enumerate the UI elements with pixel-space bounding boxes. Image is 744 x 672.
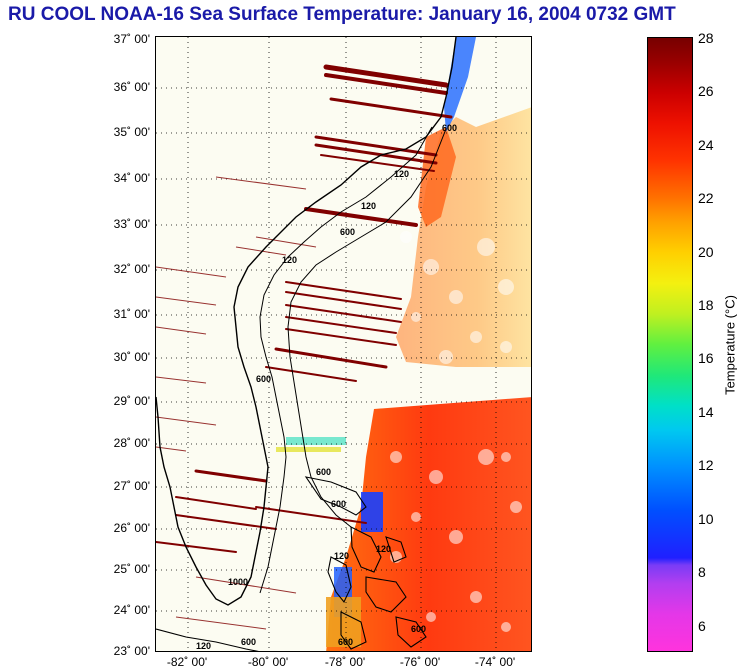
colorbar-tick-14: 14 xyxy=(698,404,714,420)
lon-label-76: -76˚ 00' xyxy=(399,655,441,669)
colorbar-tick-10: 10 xyxy=(698,511,714,527)
sst-map: 120 120 600 120 600 600 600 120 1000 120… xyxy=(155,36,532,652)
isobath-label: 120 xyxy=(361,201,376,211)
isobath-label: 600 xyxy=(340,227,355,237)
lat-label-24: 24˚ 00' xyxy=(113,603,150,617)
lat-label-37: 37˚ 00' xyxy=(113,32,150,46)
gulf-stream-band xyxy=(418,127,456,227)
isobath-label: 600 xyxy=(241,637,256,647)
isobath-label: 600 xyxy=(411,624,426,634)
straits-teal xyxy=(286,437,346,445)
isobath-label: 600 xyxy=(316,467,331,477)
isobath-label: 600 xyxy=(338,637,353,647)
isobath-label: 120 xyxy=(334,551,349,561)
isobath-label: 600 xyxy=(442,123,457,133)
straits-yellow xyxy=(276,447,341,452)
lon-label-82: -82˚ 00' xyxy=(166,655,208,669)
colorbar-tick-6: 6 xyxy=(698,618,706,634)
bahamas-cold-patch-1 xyxy=(361,492,383,532)
lat-label-25: 25˚ 00' xyxy=(113,562,150,576)
colorbar-label: Temperature (°C) xyxy=(722,295,738,395)
lon-label-74: -74˚ 00' xyxy=(474,655,516,669)
cold-coastal-strip xyxy=(444,37,476,132)
lat-label-32: 32˚ 00' xyxy=(113,262,150,276)
swath-north xyxy=(396,107,531,367)
lat-label-30: 30˚ 00' xyxy=(113,350,150,364)
scan-stripes xyxy=(156,64,453,553)
isobath-label: 120 xyxy=(394,169,409,179)
lat-label-34: 34˚ 00' xyxy=(113,171,150,185)
bahamas-islands xyxy=(304,476,427,650)
cloud-speckle xyxy=(390,231,522,632)
colorbar-tick-22: 22 xyxy=(698,190,714,206)
isobath-label: 600 xyxy=(256,374,271,384)
lat-label-27: 27˚ 00' xyxy=(113,479,150,493)
lat-label-23: 23˚ 00' xyxy=(113,644,150,658)
lon-label-78: -78˚ 00' xyxy=(324,655,366,669)
coastline xyxy=(156,37,457,606)
isobath-label: 1000 xyxy=(228,577,248,587)
colorbar-tick-12: 12 xyxy=(698,457,714,473)
isobath-label: 600 xyxy=(331,499,346,509)
isobath-label: 120 xyxy=(376,544,391,554)
lat-label-35: 35˚ 00' xyxy=(113,125,150,139)
colorbar-tick-20: 20 xyxy=(698,244,714,260)
cuba-coast xyxy=(156,628,259,651)
lat-label-26: 26˚ 00' xyxy=(113,521,150,535)
colorbar-tick-18: 18 xyxy=(698,297,714,313)
colorbar-tick-16: 16 xyxy=(698,350,714,366)
isobath-label: 120 xyxy=(282,255,297,265)
isobath-600 xyxy=(287,128,447,528)
lat-label-36: 36˚ 00' xyxy=(113,80,150,94)
colorbar-tick-8: 8 xyxy=(698,564,706,580)
colorbar-tick-26: 26 xyxy=(698,83,714,99)
lon-label-80: -80˚ 00' xyxy=(247,655,289,669)
isobath-label: 120 xyxy=(196,641,211,651)
sst-map-canvas: 120 120 600 120 600 600 600 120 1000 120… xyxy=(156,37,531,651)
colorbar-tick-28: 28 xyxy=(698,30,714,46)
lat-label-33: 33˚ 00' xyxy=(113,217,150,231)
isobath-120 xyxy=(259,126,433,594)
lat-label-29: 29˚ 00' xyxy=(113,394,150,408)
lat-label-31: 31˚ 00' xyxy=(113,307,150,321)
lat-label-28: 28˚ 00' xyxy=(113,436,150,450)
thin-scan-lines xyxy=(156,176,317,630)
temperature-colorbar xyxy=(647,37,693,652)
map-title: RU COOL NOAA-16 Sea Surface Temperature:… xyxy=(8,4,676,25)
colorbar-tick-24: 24 xyxy=(698,137,714,153)
